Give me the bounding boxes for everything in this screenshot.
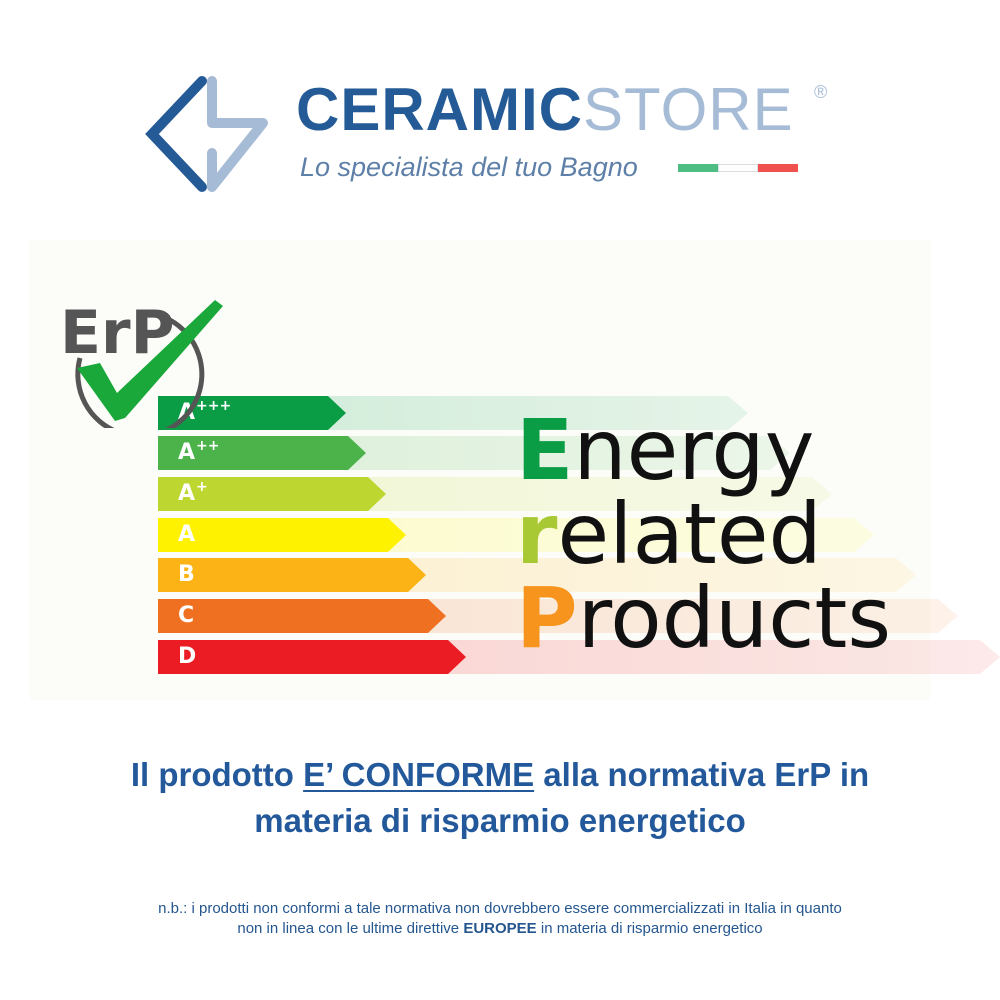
flag-green	[678, 164, 718, 172]
energy-class-3: A	[158, 518, 406, 552]
energy-class-label: A +	[178, 480, 208, 508]
ceramicstore-logo-icon	[145, 76, 268, 192]
erp-word: Energy	[516, 401, 815, 499]
energy-class-label: A	[178, 521, 196, 549]
erp-word: related	[516, 485, 822, 583]
energy-bar-fade	[408, 558, 916, 592]
badge-circle	[75, 317, 205, 428]
erp-word: Products	[516, 569, 892, 667]
check-mark-icon	[77, 300, 223, 421]
energy-class-label: D	[178, 643, 197, 671]
energy-bar-fade	[348, 436, 790, 470]
energy-class-plus: +++	[196, 398, 232, 414]
energy-class-2: A +	[158, 477, 386, 511]
energy-bar-fade	[388, 518, 874, 552]
energy-related-products: Energy related Products	[516, 408, 891, 660]
note: n.b.: i prodotti non conformi a tale nor…	[158, 900, 842, 937]
flag-white	[718, 164, 758, 172]
energy-bar-fade	[368, 477, 832, 511]
energy-class-letter: D	[178, 644, 197, 669]
energy-class-6: D	[158, 640, 466, 674]
energy-bar-fade	[428, 599, 958, 633]
energy-class-5: C	[158, 599, 446, 633]
flag-red	[758, 164, 798, 172]
brand-name: CERAMICSTORE	[296, 76, 794, 143]
energy-class-label: C	[178, 602, 195, 630]
energy-bar-fade	[448, 640, 1000, 674]
energy-class-letter: B	[178, 562, 195, 587]
tagline: Lo specialista del tuo Bagno	[300, 152, 638, 182]
energy-class-plus: +	[196, 479, 208, 495]
erp-badge: ErP	[60, 298, 223, 428]
energy-bar-fade	[328, 396, 748, 430]
energy-class-1: A ++	[158, 436, 366, 470]
energy-class-letter: A	[178, 440, 196, 465]
energy-class-plus: ++	[196, 438, 220, 454]
headline: Il prodotto E’ CONFORME alla normativa E…	[130, 756, 870, 839]
energy-class-label: A ++	[178, 439, 220, 467]
energy-class-4: B	[158, 558, 426, 592]
energy-class-letter: C	[178, 603, 195, 628]
erp-badge-text: ErP	[60, 298, 175, 368]
energy-class-letter: A	[178, 481, 196, 506]
energy-class-label: B	[178, 561, 196, 589]
conforme-text: E’ CONFORME	[303, 756, 535, 793]
energy-class-letter: A	[178, 522, 196, 547]
registered-mark: ®	[814, 82, 828, 102]
